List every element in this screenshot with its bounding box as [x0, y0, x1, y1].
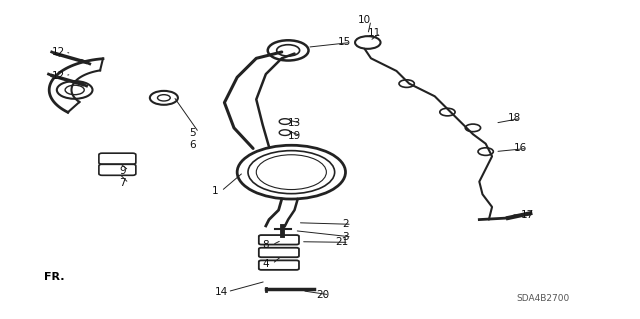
- Text: 7: 7: [119, 178, 126, 188]
- Text: 2: 2: [342, 219, 349, 229]
- Text: 5: 5: [189, 128, 196, 137]
- Text: 13: 13: [288, 118, 301, 128]
- Text: 1: 1: [212, 186, 218, 196]
- Text: 4: 4: [262, 259, 269, 269]
- Text: 21: 21: [335, 237, 349, 247]
- Text: 18: 18: [508, 113, 521, 123]
- Text: 15: 15: [337, 38, 351, 48]
- Text: 11: 11: [367, 28, 381, 38]
- Text: 17: 17: [520, 210, 534, 220]
- Text: 12: 12: [52, 47, 65, 57]
- Text: 19: 19: [288, 131, 301, 141]
- Text: 6: 6: [189, 140, 196, 150]
- Text: 8: 8: [262, 240, 269, 250]
- Text: SDA4B2700: SDA4B2700: [516, 294, 570, 303]
- Text: 3: 3: [342, 232, 349, 242]
- Text: 10: 10: [358, 15, 371, 26]
- Text: 9: 9: [119, 166, 126, 175]
- Text: FR.: FR.: [44, 271, 65, 281]
- Text: 16: 16: [514, 144, 527, 153]
- Text: 12: 12: [52, 71, 65, 81]
- Text: 20: 20: [317, 290, 330, 300]
- Text: 14: 14: [214, 287, 228, 297]
